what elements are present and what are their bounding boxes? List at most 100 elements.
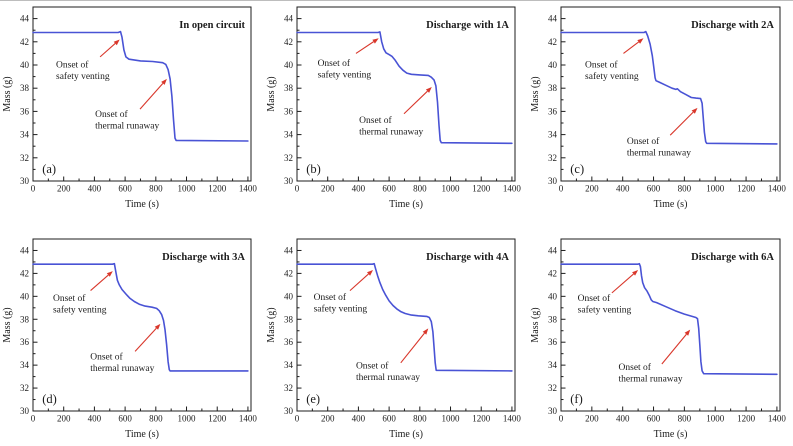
y-axis-tick-label: 38: [548, 83, 558, 93]
panel-label: (e): [306, 392, 320, 406]
y-axis-title: Mass (g): [2, 307, 13, 342]
annotation-text: Onset of: [90, 351, 123, 362]
x-axis-tick-label: 1400: [239, 414, 258, 424]
annotation-arrow-line: [349, 273, 369, 292]
y-axis-title: Mass (g): [530, 307, 541, 342]
annotation-text: thermal runaway: [95, 122, 159, 132]
y-axis-tick-label: 42: [284, 268, 293, 278]
annotation-text: Onset of: [356, 361, 389, 372]
annotation-arrowhead: [113, 39, 120, 46]
annotation-text: Onset of: [53, 293, 86, 304]
y-axis-tick-label: 40: [20, 291, 30, 301]
y-axis-tick-label: 42: [548, 268, 557, 278]
annotation-arrowhead: [425, 87, 432, 93]
y-axis-title: Mass (g): [530, 76, 541, 111]
subplot-e: 0 200 400 600 800 1000 1200 1400 30 32 34 36 38 40 42 4…: [264, 224, 528, 446]
x-axis-tick-label: 1200: [208, 184, 227, 194]
annotation-arrowhead: [154, 323, 161, 330]
annotation-arrowhead: [632, 270, 639, 276]
y-axis-tick-label: 44: [20, 245, 30, 255]
annotation-text: safety venting: [56, 71, 110, 82]
x-axis-title: Time (s): [389, 199, 423, 210]
mass-curve: [32, 262, 249, 372]
y-axis-tick-label: 36: [548, 337, 558, 347]
y-axis-title: Mass (g): [266, 76, 277, 111]
annotation-arrowhead: [691, 107, 698, 114]
annotation-arrow-line: [99, 43, 116, 58]
y-axis-tick-label: 34: [548, 360, 558, 370]
y-axis-tick-label: 36: [20, 106, 30, 116]
subplot-f-svg: 0 200 400 600 800 1000 1200 1400 30 32 34 36 38 40 42 4…: [530, 238, 786, 440]
annotation-arrowhead: [637, 38, 644, 44]
y-axis-tick-label: 40: [548, 60, 558, 70]
annotation-text: Onset of: [627, 136, 660, 147]
annotation-arrowhead: [684, 329, 691, 336]
x-axis-tick-label: 1000: [178, 184, 197, 194]
y-axis-tick-label: 30: [20, 406, 30, 416]
panel-label: (f): [570, 392, 583, 406]
plot-title: Discharge with 6A: [691, 252, 774, 263]
y-axis-tick-label: 30: [20, 176, 30, 186]
x-axis-tick-label: 1400: [239, 184, 258, 194]
x-axis-tick-label: 1000: [442, 414, 461, 424]
annotation-text: thermal runaway: [627, 148, 691, 158]
y-axis-tick-label: 38: [20, 314, 30, 324]
x-axis-tick-label: 600: [647, 184, 661, 194]
x-axis-tick-label: 200: [585, 184, 599, 194]
panel-label: (a): [42, 162, 56, 176]
annotation-arrow-line: [669, 111, 694, 136]
annotation-arrow-line: [134, 327, 157, 352]
subplot-f: 0 200 400 600 800 1000 1200 1400 30 32 34 36 38 40 42 4…: [528, 224, 793, 446]
x-axis-tick-label: 800: [413, 184, 427, 194]
plot-title: Discharge with 3A: [162, 252, 245, 263]
y-axis-tick-label: 30: [548, 176, 558, 186]
mass-curve: [296, 262, 513, 372]
annotation-arrow-line: [611, 273, 634, 294]
annotation-text: Onset of: [585, 59, 618, 70]
y-axis-tick-label: 40: [20, 60, 30, 70]
x-axis-tick-label: 400: [616, 184, 630, 194]
plot-frame: [32, 238, 252, 412]
plot-title: Discharge with 4A: [426, 252, 509, 263]
y-axis-tick-label: 44: [548, 14, 558, 24]
x-axis-tick-label: 800: [413, 414, 427, 424]
x-axis-tick-label: 800: [678, 184, 692, 194]
x-axis-tick-label: 1200: [208, 414, 227, 424]
subplot-b: 0 200 400 600 800 1000 1200 1400 30 32 34 36 38 40 42 4…: [264, 1, 528, 224]
mass-curve: [560, 262, 778, 376]
plot-frame: [560, 6, 781, 182]
y-axis-tick-label: 40: [284, 291, 294, 301]
y-axis-tick-label: 36: [284, 106, 294, 116]
annotation-text: Onset of: [318, 58, 351, 69]
y-axis-tick-label: 38: [20, 83, 30, 93]
x-axis-tick-label: 600: [118, 414, 132, 424]
x-axis-tick-label: 0: [31, 184, 36, 194]
y-axis-tick-label: 40: [284, 60, 294, 70]
x-axis-tick-label: 200: [321, 414, 335, 424]
x-axis-tick-label: 0: [31, 414, 36, 424]
annotation-text: Onset of: [56, 59, 89, 70]
y-axis-tick-label: 42: [20, 268, 29, 278]
x-axis-tick-label: 400: [352, 184, 366, 194]
annotation-text: Onset of: [359, 115, 392, 126]
plot-frame: [296, 6, 516, 182]
y-axis-tick-label: 42: [284, 37, 293, 47]
x-axis-title: Time (s): [654, 429, 688, 440]
y-axis-tick-label: 42: [20, 37, 29, 47]
mass-curve: [296, 31, 513, 145]
x-axis-tick-label: 0: [559, 414, 564, 424]
subplot-c-svg: 0 200 400 600 800 1000 1200 1400 30 32 34 36 38 40 42 4…: [530, 6, 786, 210]
y-axis-tick-label: 32: [20, 383, 29, 393]
mass-curve: [560, 30, 778, 145]
annotation-arrowhead: [367, 270, 373, 276]
x-axis-tick-label: 0: [559, 184, 564, 194]
x-axis-tick-label: 200: [321, 184, 335, 194]
y-axis-tick-label: 42: [548, 37, 557, 47]
x-axis-tick-label: 1200: [472, 184, 491, 194]
plot-frame: [296, 238, 516, 412]
y-axis-tick-label: 30: [548, 406, 558, 416]
y-axis-tick-label: 34: [284, 360, 294, 370]
panel-label: (d): [42, 392, 57, 406]
plot-frame: [32, 6, 252, 182]
